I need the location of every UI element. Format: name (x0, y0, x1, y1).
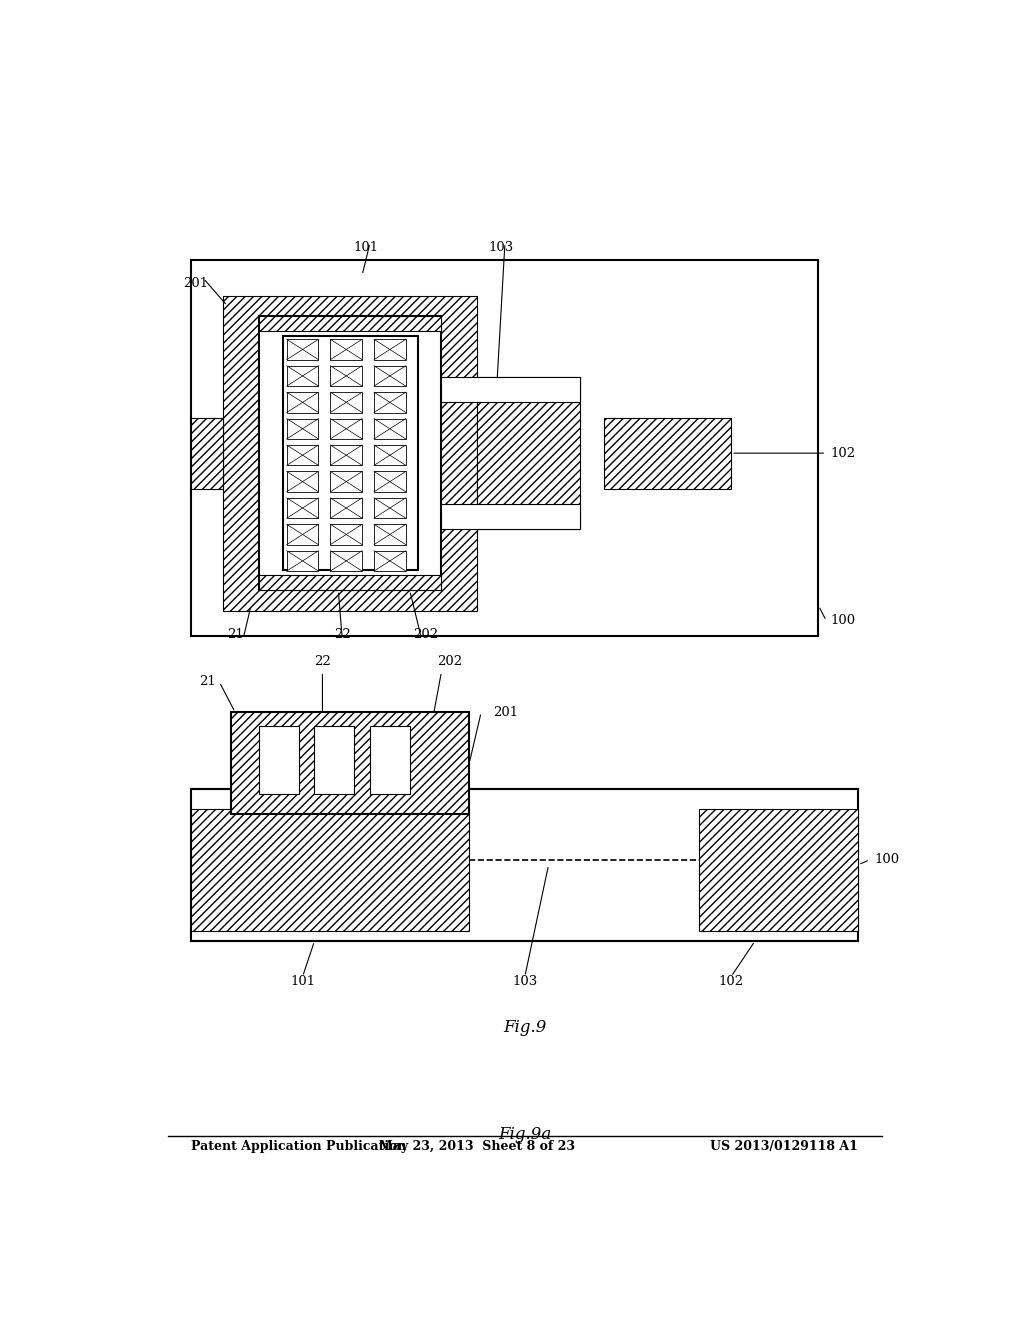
Bar (191, 788, 858, 941)
Bar (331, 366, 362, 385)
Text: 22: 22 (334, 627, 350, 640)
Text: US 2013/0129118 A1: US 2013/0129118 A1 (711, 1140, 858, 1152)
Bar (331, 445, 362, 466)
Bar (331, 392, 362, 412)
Bar (259, 315, 441, 331)
Bar (331, 418, 362, 440)
Bar (287, 392, 318, 412)
Bar (699, 809, 858, 931)
Text: 21: 21 (226, 627, 244, 640)
Bar (374, 550, 406, 572)
Text: Fig.9: Fig.9 (503, 1019, 547, 1036)
Text: 103: 103 (512, 975, 538, 989)
Text: 100: 100 (830, 614, 855, 627)
Text: 103: 103 (488, 242, 514, 255)
Text: Patent Application Publication: Patent Application Publication (191, 1140, 407, 1152)
Bar (191, 260, 818, 636)
Text: May 23, 2013  Sheet 8 of 23: May 23, 2013 Sheet 8 of 23 (379, 1140, 575, 1152)
Bar (441, 378, 581, 403)
Bar (374, 445, 406, 466)
Text: 100: 100 (874, 853, 899, 866)
Bar (331, 550, 362, 572)
Bar (604, 417, 731, 488)
Text: 22: 22 (314, 655, 331, 668)
Bar (191, 417, 223, 488)
Bar (287, 445, 318, 466)
Bar (477, 378, 581, 529)
Bar (374, 498, 406, 519)
Bar (331, 498, 362, 519)
Bar (191, 809, 469, 931)
Bar (287, 418, 318, 440)
Bar (374, 339, 406, 359)
Bar (287, 366, 318, 385)
Text: Fig.9a: Fig.9a (498, 1126, 552, 1143)
Text: 102: 102 (830, 446, 855, 459)
Bar (231, 713, 469, 814)
Bar (287, 524, 318, 545)
Bar (331, 471, 362, 492)
Text: 201: 201 (183, 277, 208, 290)
Bar (259, 315, 441, 590)
Text: 201: 201 (494, 706, 518, 719)
Bar (287, 471, 318, 492)
Text: 101: 101 (290, 975, 315, 989)
Bar (314, 726, 354, 793)
Text: 102: 102 (719, 975, 743, 989)
Bar (374, 366, 406, 385)
Text: 202: 202 (413, 627, 438, 640)
Text: 21: 21 (199, 676, 216, 688)
Bar (331, 339, 362, 359)
Bar (223, 296, 477, 611)
Text: 202: 202 (437, 655, 462, 668)
Bar (259, 726, 299, 793)
Bar (287, 339, 318, 359)
Bar (441, 504, 581, 529)
Bar (287, 498, 318, 519)
Bar (374, 392, 406, 412)
Bar (287, 550, 318, 572)
Bar (374, 418, 406, 440)
Bar (283, 337, 418, 570)
Bar (259, 576, 441, 590)
Bar (331, 524, 362, 545)
Text: 101: 101 (353, 242, 379, 255)
Bar (374, 524, 406, 545)
Bar (370, 726, 410, 793)
Bar (374, 471, 406, 492)
